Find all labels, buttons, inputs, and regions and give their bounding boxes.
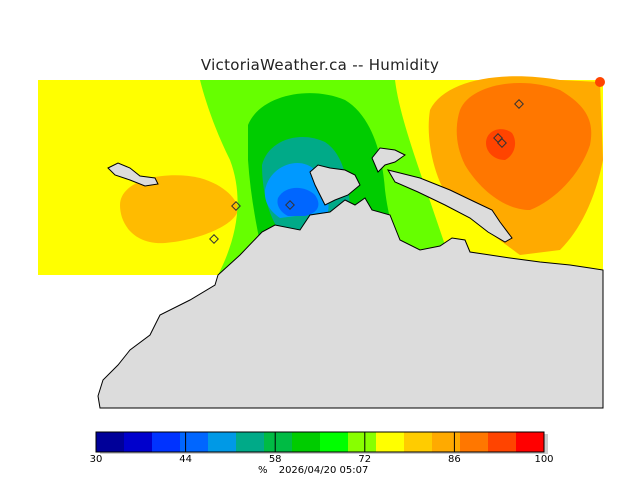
island-north	[371, 147, 406, 173]
contour-blue	[277, 187, 319, 216]
colorbar	[95, 431, 548, 454]
colorbar-tick-label: 72	[358, 454, 372, 465]
colorbar-swatch	[320, 432, 348, 452]
map-title: VictoriaWeather.ca -- Humidity	[200, 56, 440, 74]
land-south-inlet	[309, 164, 361, 206]
timestamp: 2026/04/20 05:07	[278, 465, 369, 476]
contour-red-corner	[595, 77, 605, 87]
colorbar-swatch	[152, 432, 180, 452]
contour-red	[486, 129, 516, 160]
colorbar-swatch	[292, 432, 320, 452]
colorbar-swatch	[208, 432, 236, 452]
colorbar-swatch	[96, 432, 124, 452]
colorbar-tick-label: 44	[179, 454, 192, 465]
land-mass	[97, 197, 604, 409]
island-west	[107, 162, 159, 187]
colorbar-tick-label: 58	[268, 454, 282, 465]
colorbar-swatch	[488, 432, 516, 452]
station-marker	[514, 99, 524, 109]
colorbar-swatch	[376, 432, 404, 452]
colorbar-swatch	[124, 432, 152, 452]
colorbar-swatch	[432, 432, 460, 452]
colorbar-swatch	[404, 432, 432, 452]
channel-east	[386, 169, 513, 243]
unit-label: %	[258, 465, 268, 476]
colorbar-tick-label: 30	[89, 454, 103, 465]
contour-darkorange	[456, 82, 592, 210]
colorbar-swatch	[264, 432, 292, 452]
contour-orange-west	[120, 175, 238, 244]
colorbar-tick-label: 86	[448, 454, 461, 465]
colorbar-swatch	[460, 432, 488, 452]
colorbar-swatch	[348, 432, 376, 452]
colorbar-swatch	[236, 432, 264, 452]
colorbar-swatch	[516, 432, 544, 452]
colorbar-tick-label: 100	[534, 454, 554, 465]
station-marker	[209, 234, 219, 244]
colorbar-swatch	[180, 432, 208, 452]
station-marker	[497, 138, 507, 148]
footer: % 2026/04/20 05:07	[258, 465, 376, 476]
station-marker	[285, 200, 295, 210]
station-marker	[231, 201, 241, 211]
